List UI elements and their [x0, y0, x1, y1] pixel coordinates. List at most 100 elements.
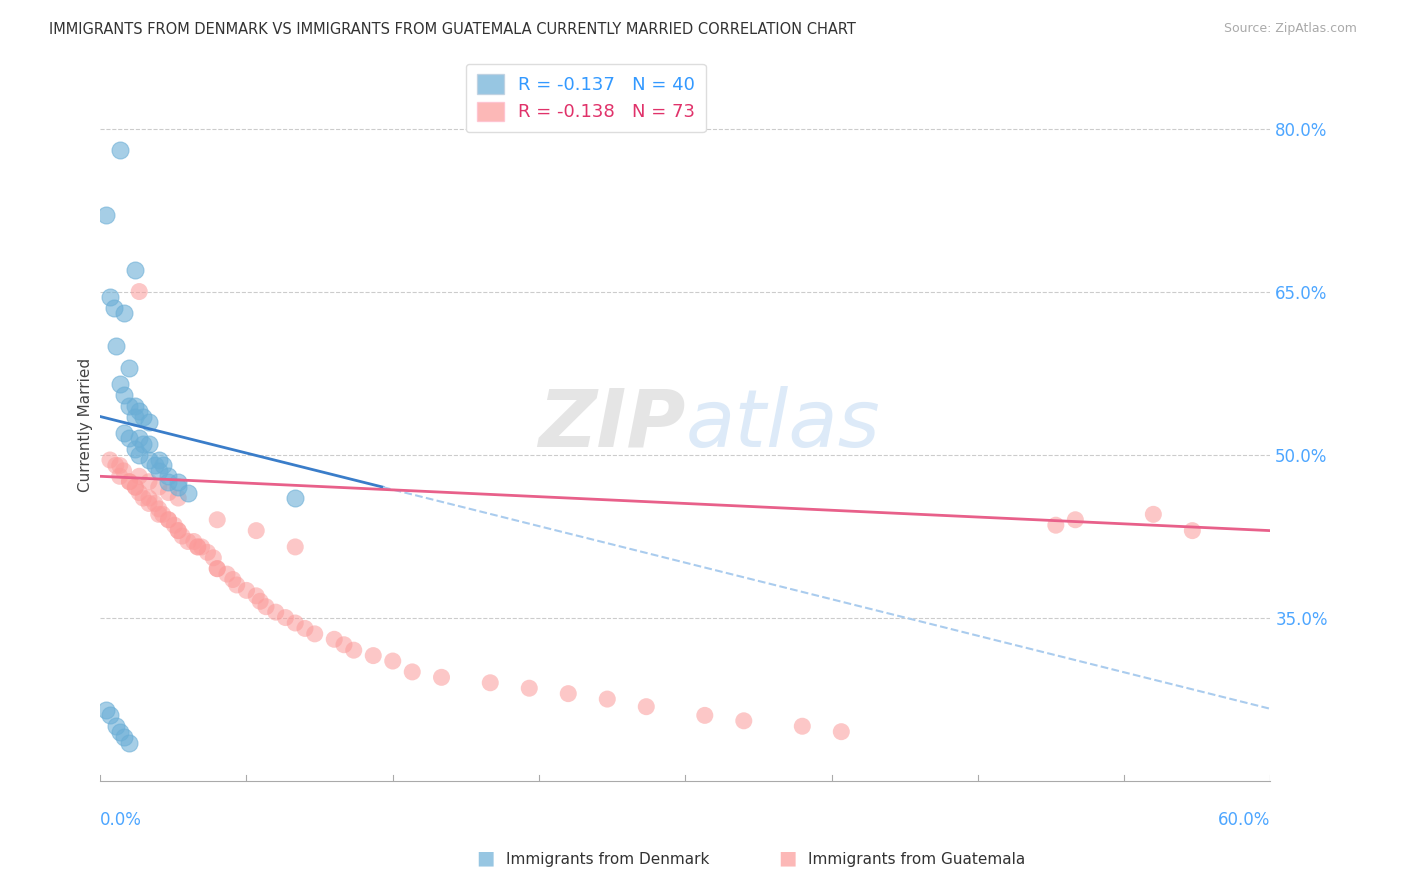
- Point: [148, 502, 170, 516]
- Point: [202, 550, 225, 565]
- Point: [517, 681, 540, 696]
- Point: [177, 485, 200, 500]
- Point: [148, 453, 170, 467]
- Point: [112, 464, 135, 478]
- Point: [1064, 513, 1087, 527]
- Point: [132, 436, 155, 450]
- Point: [128, 448, 150, 462]
- Point: [152, 508, 174, 522]
- Point: [284, 540, 307, 554]
- Point: [733, 714, 755, 728]
- Point: [830, 724, 852, 739]
- Point: [148, 508, 170, 522]
- Point: [167, 480, 190, 494]
- Point: [157, 513, 180, 527]
- Point: [636, 699, 658, 714]
- Point: [148, 464, 170, 478]
- Point: [235, 583, 257, 598]
- Point: [128, 285, 150, 299]
- Point: [124, 442, 146, 457]
- Point: [430, 670, 453, 684]
- Point: [112, 306, 135, 320]
- Point: [187, 540, 209, 554]
- Point: [108, 376, 131, 391]
- Point: [254, 599, 277, 614]
- Point: [1045, 518, 1067, 533]
- Text: ■: ■: [475, 848, 495, 867]
- Point: [207, 562, 229, 576]
- Point: [112, 730, 135, 744]
- Text: Immigrants from Denmark: Immigrants from Denmark: [506, 852, 710, 867]
- Legend: R = -0.137   N = 40, R = -0.138   N = 73: R = -0.137 N = 40, R = -0.138 N = 73: [465, 63, 706, 132]
- Point: [143, 458, 166, 473]
- Point: [118, 735, 141, 749]
- Point: [138, 496, 160, 510]
- Point: [304, 627, 326, 641]
- Point: [167, 524, 190, 538]
- Point: [401, 665, 423, 679]
- Text: 0.0%: 0.0%: [100, 811, 142, 829]
- Point: [557, 687, 579, 701]
- Point: [190, 540, 212, 554]
- Point: [163, 518, 186, 533]
- Point: [294, 622, 316, 636]
- Point: [118, 475, 141, 489]
- Point: [124, 480, 146, 494]
- Point: [98, 290, 121, 304]
- Point: [264, 605, 287, 619]
- Point: [118, 431, 141, 445]
- Point: [143, 496, 166, 510]
- Point: [128, 469, 150, 483]
- Point: [112, 388, 135, 402]
- Point: [94, 209, 117, 223]
- Point: [118, 475, 141, 489]
- Point: [167, 491, 190, 505]
- Point: [118, 399, 141, 413]
- Point: [249, 594, 271, 608]
- Point: [124, 399, 146, 413]
- Point: [103, 301, 125, 315]
- Point: [187, 540, 209, 554]
- Point: [167, 524, 190, 538]
- Point: [112, 425, 135, 440]
- Point: [132, 409, 155, 424]
- Point: [361, 648, 384, 663]
- Point: [177, 534, 200, 549]
- Point: [148, 480, 170, 494]
- Text: IMMIGRANTS FROM DENMARK VS IMMIGRANTS FROM GUATEMALA CURRENTLY MARRIED CORRELATI: IMMIGRANTS FROM DENMARK VS IMMIGRANTS FR…: [49, 22, 856, 37]
- Text: ■: ■: [778, 848, 797, 867]
- Point: [128, 431, 150, 445]
- Point: [108, 469, 131, 483]
- Point: [1142, 508, 1164, 522]
- Point: [152, 458, 174, 473]
- Point: [157, 475, 180, 489]
- Point: [215, 567, 238, 582]
- Point: [98, 453, 121, 467]
- Point: [108, 458, 131, 473]
- Text: ZIP: ZIP: [538, 385, 685, 464]
- Point: [124, 262, 146, 277]
- Point: [323, 632, 346, 647]
- Point: [197, 545, 219, 559]
- Point: [108, 724, 131, 739]
- Point: [245, 524, 267, 538]
- Point: [172, 529, 194, 543]
- Point: [333, 638, 356, 652]
- Point: [596, 692, 619, 706]
- Point: [104, 339, 127, 353]
- Point: [207, 562, 229, 576]
- Point: [138, 491, 160, 505]
- Point: [128, 404, 150, 418]
- Text: 60.0%: 60.0%: [1218, 811, 1271, 829]
- Text: Immigrants from Guatemala: Immigrants from Guatemala: [808, 852, 1026, 867]
- Point: [167, 475, 190, 489]
- Point: [138, 436, 160, 450]
- Point: [343, 643, 366, 657]
- Point: [132, 491, 155, 505]
- Point: [225, 578, 247, 592]
- Point: [381, 654, 404, 668]
- Point: [792, 719, 814, 733]
- Point: [138, 453, 160, 467]
- Point: [104, 719, 127, 733]
- Point: [128, 485, 150, 500]
